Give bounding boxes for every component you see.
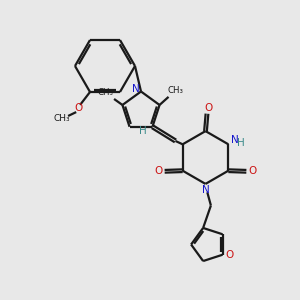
Text: O: O: [248, 166, 256, 176]
Text: N: N: [202, 185, 209, 195]
Text: O: O: [74, 103, 83, 113]
Text: CH₃: CH₃: [98, 88, 114, 98]
Text: O: O: [154, 166, 163, 176]
Text: O: O: [204, 103, 213, 113]
Text: H: H: [237, 138, 245, 148]
Text: CH₃: CH₃: [168, 86, 184, 95]
Text: N: N: [132, 84, 140, 94]
Text: N: N: [231, 135, 239, 145]
Text: O: O: [225, 250, 233, 260]
Text: H: H: [139, 126, 147, 136]
Text: CH₃: CH₃: [54, 115, 70, 124]
